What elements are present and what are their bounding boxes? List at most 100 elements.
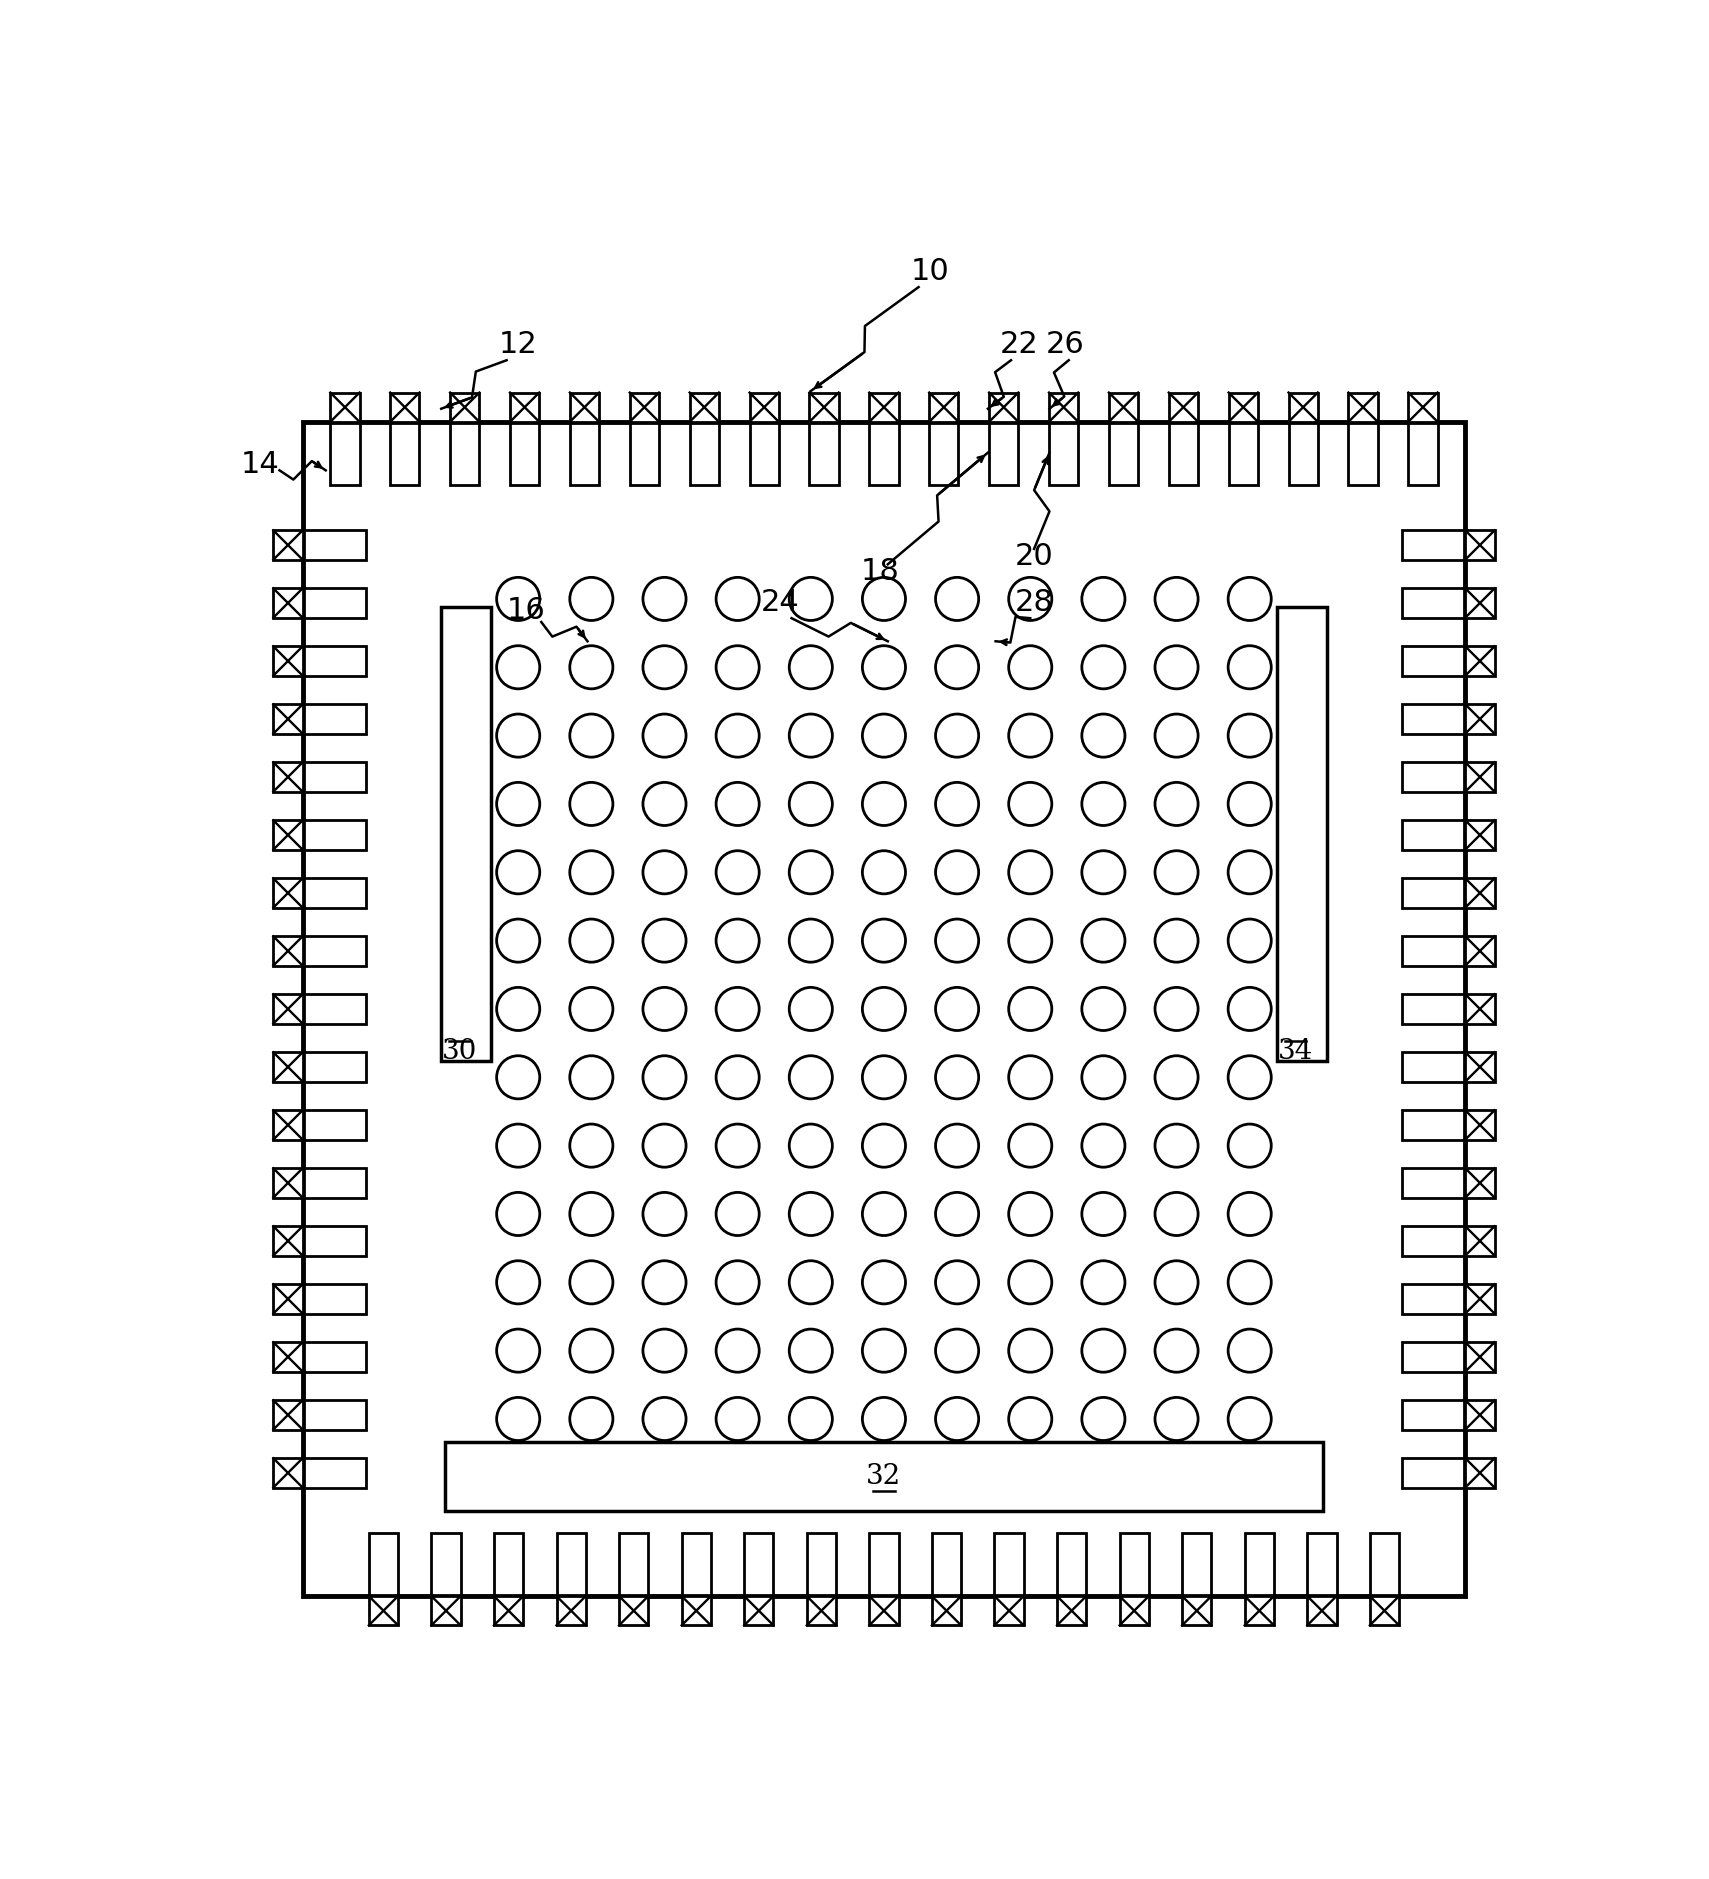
Bar [1401,530,1463,560]
Circle shape [1082,1056,1125,1099]
Bar [1465,1283,1495,1313]
Text: 32: 32 [866,1464,902,1490]
Text: 16: 16 [506,596,545,626]
Bar [682,1533,711,1595]
Circle shape [935,851,979,894]
Bar [449,423,479,485]
Circle shape [790,1261,832,1304]
Circle shape [935,986,979,1030]
Bar [304,530,366,560]
Bar [304,1283,366,1313]
Circle shape [569,714,614,757]
Bar [1465,994,1495,1024]
Circle shape [1008,1193,1051,1236]
Circle shape [569,1193,614,1236]
Circle shape [643,714,685,757]
Bar [629,423,660,485]
Bar [494,1595,523,1625]
Circle shape [1229,782,1271,825]
Bar [1371,1595,1400,1625]
Bar [1465,588,1495,618]
Circle shape [569,577,614,620]
Circle shape [497,1056,540,1099]
Circle shape [935,1124,979,1167]
Circle shape [497,577,540,620]
Circle shape [569,919,614,962]
Circle shape [497,851,540,894]
Circle shape [643,919,685,962]
Bar [1465,705,1495,733]
Text: 20: 20 [1015,541,1053,571]
Circle shape [1155,646,1198,690]
Bar [807,1533,836,1595]
Text: 34: 34 [1278,1037,1313,1065]
Bar [1244,1533,1273,1595]
Bar [930,393,959,421]
Bar [390,423,419,485]
Circle shape [1229,986,1271,1030]
Bar [1465,1169,1495,1197]
Circle shape [1155,851,1198,894]
Bar [1401,646,1463,676]
Bar [1183,1533,1212,1595]
Bar [995,1533,1024,1595]
Bar [1307,1595,1336,1625]
Bar [330,393,359,421]
Circle shape [1082,1328,1125,1372]
Circle shape [1082,1398,1125,1441]
Circle shape [1229,919,1271,962]
Circle shape [1008,1124,1051,1167]
Circle shape [1008,714,1051,757]
Bar [1465,936,1495,966]
Bar [1401,588,1463,618]
Circle shape [1008,919,1051,962]
Circle shape [935,1193,979,1236]
Circle shape [1155,782,1198,825]
Bar [304,763,366,791]
Bar [1401,1458,1463,1488]
Circle shape [1082,782,1125,825]
Circle shape [569,986,614,1030]
Circle shape [569,646,614,690]
Bar [330,423,359,485]
Circle shape [1008,851,1051,894]
Bar [304,994,366,1024]
Circle shape [790,919,832,962]
Text: 12: 12 [499,331,538,359]
Circle shape [643,1261,685,1304]
Bar [304,705,366,733]
Bar [304,1110,366,1139]
Circle shape [1082,577,1125,620]
Bar [1348,423,1377,485]
Circle shape [935,1056,979,1099]
Circle shape [1155,714,1198,757]
Circle shape [569,1261,614,1304]
Circle shape [1155,1328,1198,1372]
Circle shape [1155,1261,1198,1304]
Bar [1371,1533,1400,1595]
Circle shape [643,1398,685,1441]
Bar [494,1533,523,1595]
Circle shape [790,782,832,825]
Bar [1401,1342,1463,1372]
Circle shape [790,1124,832,1167]
Bar [273,1227,302,1255]
Circle shape [1229,1261,1271,1304]
Bar [1465,1110,1495,1139]
Circle shape [497,1328,540,1372]
Circle shape [1155,1056,1198,1099]
Bar [431,1595,461,1625]
Circle shape [935,919,979,962]
Bar [1289,393,1318,421]
Bar [1465,646,1495,676]
Text: 18: 18 [861,558,899,586]
Circle shape [497,714,540,757]
Bar [304,588,366,618]
Circle shape [863,1124,906,1167]
Circle shape [1155,577,1198,620]
Bar [1109,423,1138,485]
Circle shape [497,1261,540,1304]
Bar [304,1169,366,1197]
Circle shape [643,1124,685,1167]
Bar [1465,1052,1495,1082]
